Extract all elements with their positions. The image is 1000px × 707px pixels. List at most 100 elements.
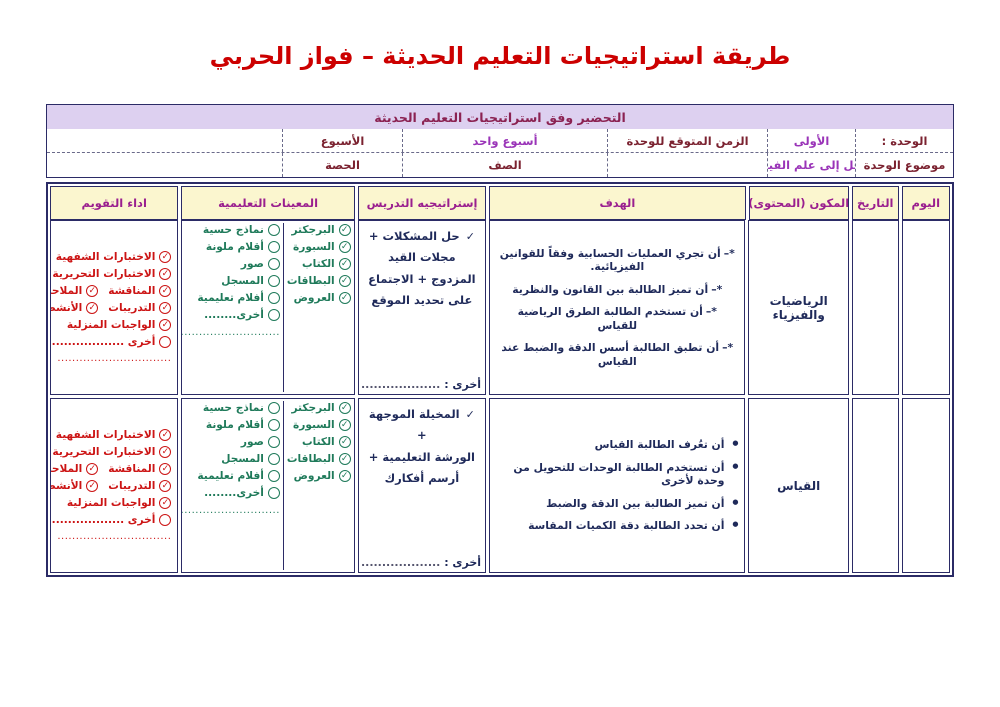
- unit-value: الأولى: [767, 129, 855, 152]
- col-header-goal: الهدف: [489, 186, 746, 220]
- aid-option[interactable]: ✓أقلام ملونة: [182, 241, 280, 253]
- strategy-other[interactable]: أخرى : ...................: [360, 378, 481, 391]
- strategy-other[interactable]: أخرى : ...................: [360, 556, 481, 569]
- aid-option-label: البرجكتر: [291, 224, 335, 236]
- checkbox-checked-icon[interactable]: ✓: [86, 463, 99, 475]
- aid-option[interactable]: ✓ السبورة: [287, 419, 351, 431]
- aid-option[interactable]: ✓ العروض: [287, 292, 351, 304]
- aid-option[interactable]: ✓ البرجكتر: [287, 224, 351, 236]
- checkbox-checked-icon[interactable]: ✓: [338, 258, 351, 270]
- aid-option[interactable]: ✓أفلام تعليمية: [182, 292, 280, 304]
- checkbox-checked-icon[interactable]: ✓: [338, 224, 351, 236]
- aid-option[interactable]: ✓أقلام ملونة: [182, 419, 280, 431]
- aid-option[interactable]: ✓ السبورة: [287, 241, 351, 253]
- cell-date[interactable]: [851, 398, 899, 573]
- assessment-option[interactable]: ✓أخرى ....................: [51, 514, 172, 526]
- checkbox-checked-icon[interactable]: ✓: [159, 319, 172, 331]
- aids-columns: ✓ البرجكتر ✓ السبورة ✓ الكتاب ✓ البطاقات ✓ العروض…: [182, 401, 353, 570]
- assessment-blank-line[interactable]: ................................: [57, 531, 172, 542]
- checkbox-checked-icon[interactable]: ✓: [159, 285, 172, 297]
- checkbox-checked-icon[interactable]: ✓: [86, 285, 99, 297]
- assessment-option[interactable]: ✓المناقشة✓الملاحظة: [51, 463, 172, 475]
- aid-option[interactable]: ✓ البرجكتر: [287, 402, 351, 414]
- checkbox-empty-icon[interactable]: ✓: [267, 402, 280, 414]
- aid-option[interactable]: ✓المسجل: [182, 453, 280, 465]
- cell-day[interactable]: [901, 220, 950, 395]
- aid-option[interactable]: ✓ البطاقات: [287, 453, 351, 465]
- checkbox-empty-icon[interactable]: ✓: [267, 258, 280, 270]
- cell-goal: أن تجري العمليات الحسابية وفقاً للقوانين…: [489, 220, 746, 395]
- aid-option[interactable]: ✓نماذج حسية: [182, 402, 280, 414]
- checkbox-checked-icon[interactable]: ✓: [338, 241, 351, 253]
- checkbox-checked-icon[interactable]: ✓: [159, 251, 172, 263]
- checkbox-checked-icon[interactable]: ✓: [159, 446, 172, 458]
- assessment-option[interactable]: ✓ الواجبات المنزلية: [57, 319, 172, 331]
- checkbox-checked-icon[interactable]: ✓: [86, 480, 99, 492]
- aid-option[interactable]: ✓نماذج حسية: [182, 224, 280, 236]
- assessment-option[interactable]: ✓ الاختبارات الشفهية: [56, 251, 172, 263]
- checkbox-empty-icon[interactable]: ✓: [267, 436, 280, 448]
- checkbox-checked-icon[interactable]: ✓: [159, 463, 172, 475]
- aid-option[interactable]: ✓ الكتاب: [287, 258, 351, 270]
- col-header-content: المكون (المحتوى): [748, 186, 849, 220]
- assessment-option[interactable]: ✓ الاختبارات التحريرية: [52, 446, 172, 458]
- checkbox-empty-icon[interactable]: ✓: [267, 419, 280, 431]
- cell-assessment: ✓ الاختبارات الشفهية ✓ الاختبارات التحريرية…: [50, 220, 179, 395]
- checkbox-empty-icon[interactable]: ✓: [267, 275, 280, 287]
- checkbox-checked-icon[interactable]: ✓: [159, 497, 172, 509]
- strategy-other-blank[interactable]: ...................: [360, 378, 445, 391]
- checkbox-empty-icon[interactable]: ✓: [267, 453, 280, 465]
- checkbox-checked-icon[interactable]: ✓: [159, 480, 172, 492]
- cell-content: القياس: [748, 398, 849, 573]
- checkbox-empty-icon[interactable]: ✓: [267, 292, 280, 304]
- aid-option[interactable]: ✓أخرى........: [182, 487, 280, 499]
- checkbox-checked-icon[interactable]: ✓: [338, 453, 351, 465]
- checkbox-empty-icon[interactable]: ✓: [159, 336, 172, 348]
- checkbox-checked-icon[interactable]: ✓: [338, 436, 351, 448]
- assessment-option[interactable]: ✓التدريبات✓الأنشطة: [51, 302, 172, 314]
- checkbox-checked-icon[interactable]: ✓: [159, 268, 172, 280]
- checkbox-checked-icon[interactable]: ✓: [159, 302, 172, 314]
- aids-blank-line[interactable]: .............................: [181, 505, 280, 516]
- aid-option[interactable]: ✓المسجل: [182, 275, 280, 287]
- cell-content: الرياضيات والفيزياء: [748, 220, 849, 395]
- checkbox-checked-icon[interactable]: ✓: [338, 419, 351, 431]
- assessment-option[interactable]: ✓ الاختبارات الشفهية: [56, 429, 172, 441]
- checkbox-checked-icon[interactable]: ✓: [338, 292, 351, 304]
- assessment-option[interactable]: ✓أخرى ....................: [51, 336, 172, 348]
- assessment-option[interactable]: ✓المناقشة✓الملاحظة: [51, 285, 172, 297]
- aid-option-label: البطاقات: [286, 275, 335, 287]
- checkbox-checked-icon[interactable]: ✓: [338, 470, 351, 482]
- aids-blank-line[interactable]: .............................: [181, 327, 280, 338]
- aid-option[interactable]: ✓أفلام تعليمية: [182, 470, 280, 482]
- assessment-option[interactable]: ✓ الواجبات المنزلية: [57, 497, 172, 509]
- assessment-option[interactable]: ✓التدريبات✓الأنشطة: [51, 480, 172, 492]
- assessment-blank-line[interactable]: ................................: [57, 353, 172, 364]
- checkbox-empty-icon[interactable]: ✓: [267, 470, 280, 482]
- cell-goal: أن تعُرف الطالبة القياس أن تستخدم الطالبة…: [489, 398, 746, 573]
- assessment-option-label: أخرى ....................: [50, 514, 156, 526]
- check-icon: ✓: [465, 408, 475, 421]
- checkbox-empty-icon[interactable]: ✓: [267, 224, 280, 236]
- checkbox-checked-icon[interactable]: ✓: [338, 402, 351, 414]
- checkbox-empty-icon[interactable]: ✓: [267, 241, 280, 253]
- checkbox-checked-icon[interactable]: ✓: [86, 302, 99, 314]
- checkbox-empty-icon[interactable]: ✓: [267, 309, 280, 321]
- aid-option[interactable]: ✓صور: [182, 436, 280, 448]
- cell-date[interactable]: [851, 220, 899, 395]
- assessment-option[interactable]: ✓ الاختبارات التحريرية: [52, 268, 172, 280]
- cell-day[interactable]: [901, 398, 950, 573]
- checkbox-checked-icon[interactable]: ✓: [159, 429, 172, 441]
- aid-option[interactable]: ✓أخرى........: [182, 309, 280, 321]
- goal-item: أن تحدد الطالبة دقة الكميات المقاسة: [496, 519, 739, 532]
- aid-option[interactable]: ✓ العروض: [287, 470, 351, 482]
- checkbox-empty-icon[interactable]: ✓: [159, 514, 172, 526]
- checkbox-empty-icon[interactable]: ✓: [267, 487, 280, 499]
- checkbox-checked-icon[interactable]: ✓: [338, 275, 351, 287]
- cell-strategy: ✓ المخيلة الموجهة + الورشة التعليمية + أرس…: [357, 398, 487, 573]
- aid-option[interactable]: ✓ البطاقات: [287, 275, 351, 287]
- aid-option[interactable]: ✓صور: [182, 258, 280, 270]
- content-text: القياس: [777, 478, 821, 493]
- aid-option[interactable]: ✓ الكتاب: [287, 436, 351, 448]
- strategy-other-blank[interactable]: ...................: [360, 556, 445, 569]
